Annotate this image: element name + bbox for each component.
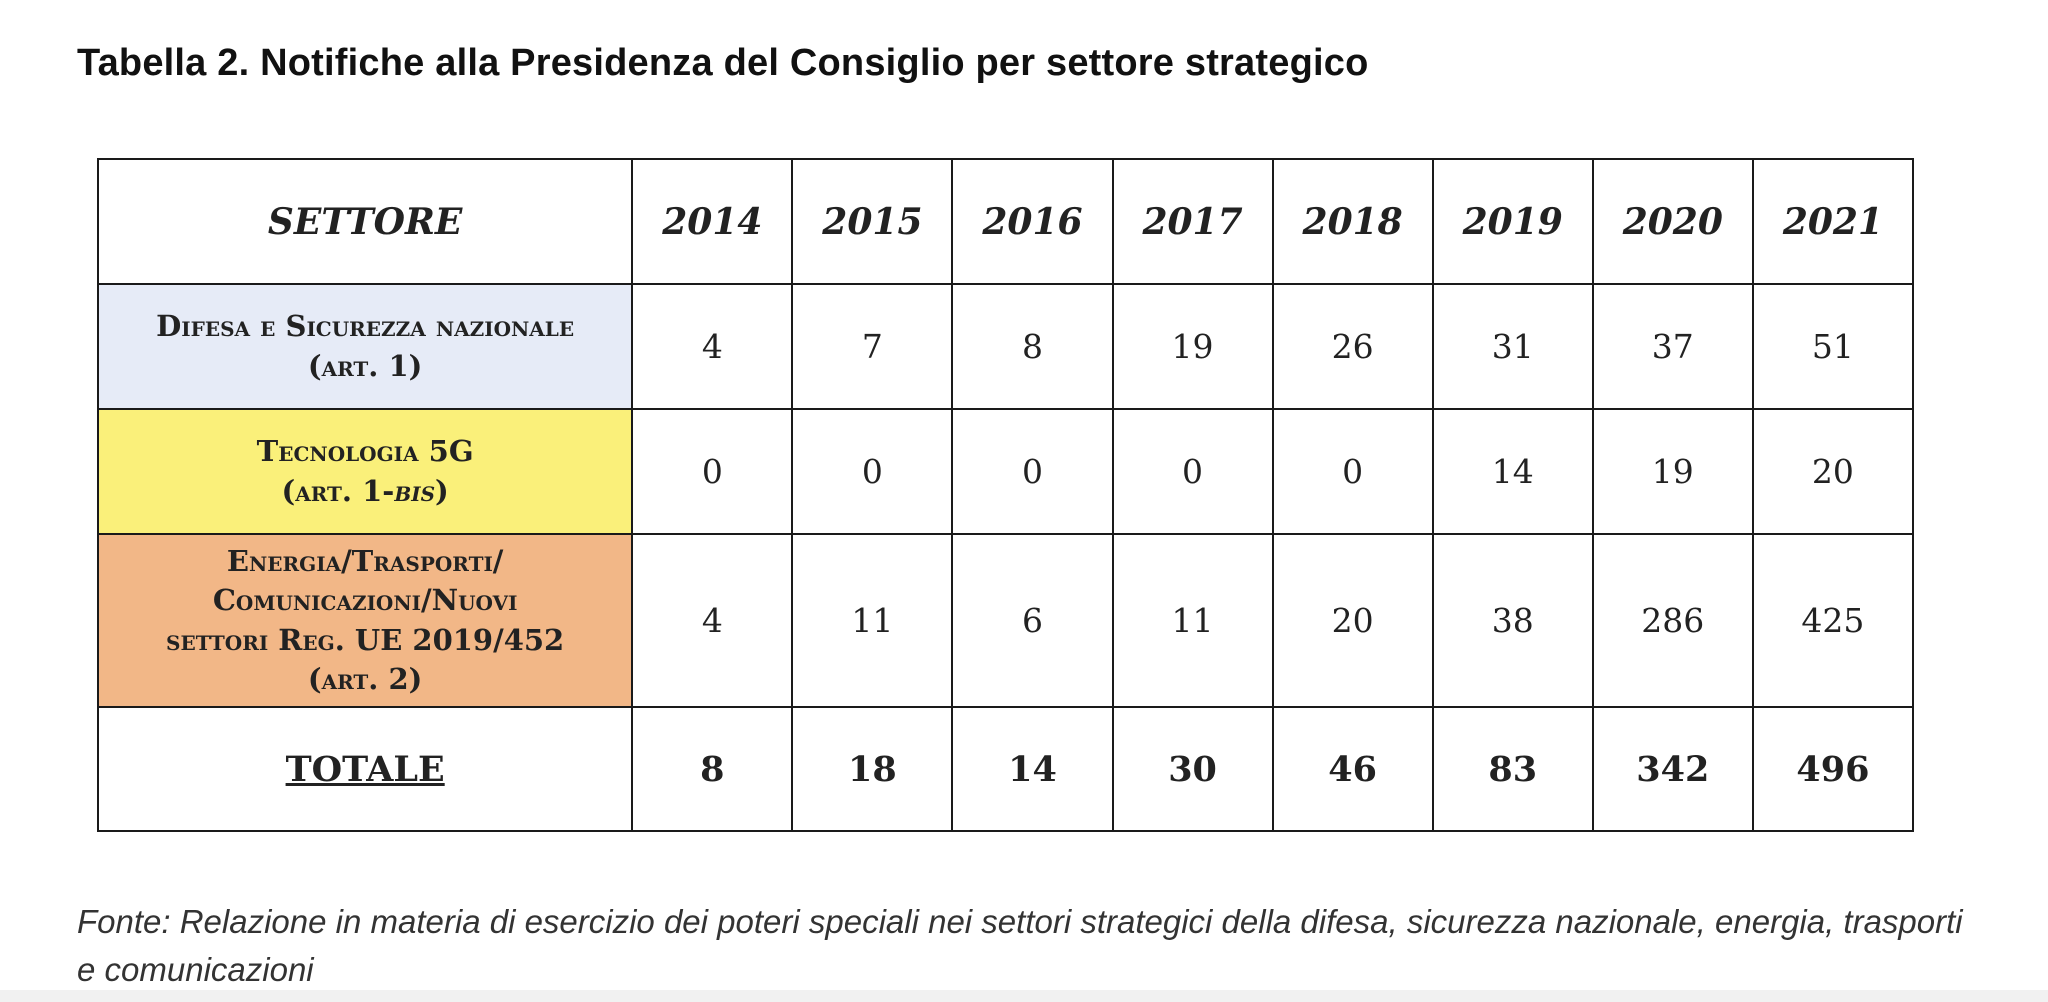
value-cell: 14 xyxy=(1431,408,1594,535)
notifications-table: SETTORE 2014 2015 2016 2017 2018 2019 20… xyxy=(96,158,1915,832)
header-sector: SETTORE xyxy=(96,158,634,285)
value-cell: 19 xyxy=(1591,408,1754,535)
sector-article: (art. 2) xyxy=(307,661,423,696)
value-cell: 19 xyxy=(1111,283,1274,410)
value-cell: 4 xyxy=(631,533,794,708)
value-cell: 37 xyxy=(1591,283,1754,410)
sector-label: Energia/Trasporti/ xyxy=(226,544,504,579)
article-prefix: (art. 1- xyxy=(281,473,395,508)
value-cell: 0 xyxy=(791,408,954,535)
total-value-cell: 8 xyxy=(631,706,794,832)
sector-cell-energy: Energia/Trasporti/ Comunicazioni/Nuovi s… xyxy=(96,533,634,708)
total-value-cell: 18 xyxy=(791,706,954,832)
value-cell: 0 xyxy=(951,408,1114,535)
value-cell: 20 xyxy=(1271,533,1434,708)
table-row-5g: Tecnologia 5G (art. 1-bis) 0 0 0 0 0 14 … xyxy=(96,408,1915,535)
header-year: 2015 xyxy=(791,158,954,285)
value-cell: 8 xyxy=(951,283,1114,410)
header-row: SETTORE 2014 2015 2016 2017 2018 2019 20… xyxy=(96,158,1915,285)
value-cell: 286 xyxy=(1591,533,1754,708)
header-year: 2018 xyxy=(1271,158,1434,285)
sector-label: Tecnologia 5G xyxy=(256,434,474,469)
value-cell: 425 xyxy=(1751,533,1915,708)
value-cell: 31 xyxy=(1431,283,1594,410)
total-value-cell: 30 xyxy=(1111,706,1274,832)
value-cell: 11 xyxy=(791,533,954,708)
value-cell: 0 xyxy=(631,408,794,535)
header-year: 2017 xyxy=(1111,158,1274,285)
article-bis: bis xyxy=(394,473,436,508)
value-cell: 0 xyxy=(1111,408,1274,535)
sector-cell-5g: Tecnologia 5G (art. 1-bis) xyxy=(96,408,634,535)
header-year: 2019 xyxy=(1431,158,1594,285)
total-value-cell: 83 xyxy=(1431,706,1594,832)
value-cell: 51 xyxy=(1751,283,1915,410)
table-title: Tabella 2. Notifiche alla Presidenza del… xyxy=(77,42,1369,84)
total-value-cell: 14 xyxy=(951,706,1114,832)
value-cell: 38 xyxy=(1431,533,1594,708)
article-suffix: ) xyxy=(435,473,449,508)
header-year: 2020 xyxy=(1591,158,1754,285)
total-value-cell: 46 xyxy=(1271,706,1434,832)
value-cell: 20 xyxy=(1751,408,1915,535)
table-row-defense: Difesa e Sicurezza nazionale (art. 1) 4 … xyxy=(96,283,1915,410)
header-year: 2014 xyxy=(631,158,794,285)
total-value-cell: 342 xyxy=(1591,706,1754,832)
value-cell: 0 xyxy=(1271,408,1434,535)
header-year: 2021 xyxy=(1751,158,1915,285)
value-cell: 7 xyxy=(791,283,954,410)
table-row-energy: Energia/Trasporti/ Comunicazioni/Nuovi s… xyxy=(96,533,1915,708)
value-cell: 6 xyxy=(951,533,1114,708)
sector-label: Comunicazioni/Nuovi xyxy=(212,583,518,618)
value-cell: 4 xyxy=(631,283,794,410)
sector-article: (art. 1-bis) xyxy=(99,472,631,511)
total-value-cell: 496 xyxy=(1751,706,1915,832)
page-bottom-band xyxy=(0,990,2048,1002)
total-label: TOTALE xyxy=(96,706,634,832)
value-cell: 26 xyxy=(1271,283,1434,410)
table-row-total: TOTALE 8 18 14 30 46 83 342 496 xyxy=(96,706,1915,832)
sector-article: (art. 1) xyxy=(307,348,423,383)
sector-label: Difesa e Sicurezza nazionale xyxy=(156,309,575,344)
value-cell: 11 xyxy=(1111,533,1274,708)
sector-label: settori Reg. UE 2019/452 xyxy=(166,622,565,657)
source-note: Fonte: Relazione in materia di esercizio… xyxy=(77,903,1963,988)
header-year: 2016 xyxy=(951,158,1114,285)
sector-cell-defense: Difesa e Sicurezza nazionale (art. 1) xyxy=(96,283,634,410)
